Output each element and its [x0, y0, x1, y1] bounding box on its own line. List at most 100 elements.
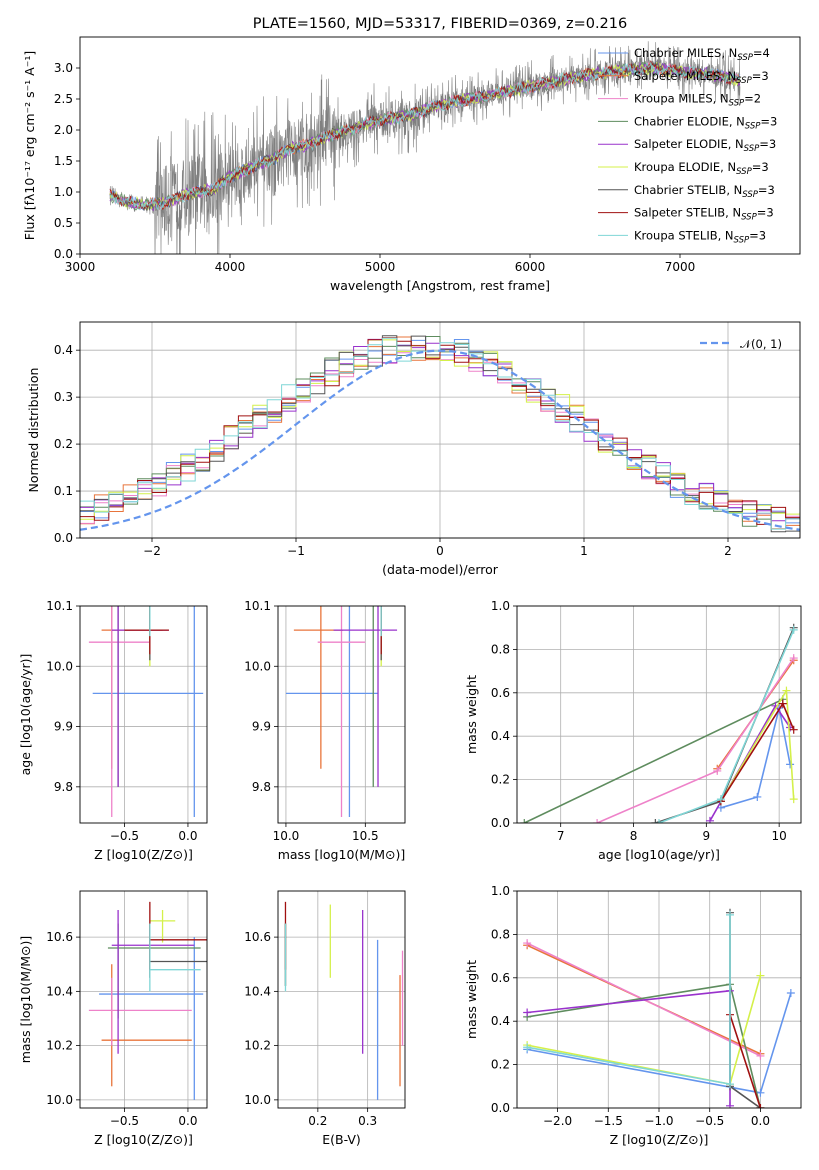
legend-label: Kroupa ELODIE, NSSP=3 — [634, 160, 769, 177]
x-tick-label: 0.0 — [178, 829, 197, 843]
x-tick-label: −1.0 — [644, 1114, 673, 1128]
mass-vs-metallicity-panel: −0.5 0.0 10.0 10.2 10.4 10.6 Z [log10(Z/Z⊙)] ma… — [18, 890, 208, 1147]
y-tick-label: 0.1 — [54, 484, 73, 498]
x-tick-label: 0 — [436, 544, 444, 558]
y-tick-label: 0.2 — [54, 437, 73, 451]
y-tick-label: 0.4 — [491, 1014, 510, 1028]
y-tick-label: 10.0 — [46, 659, 73, 673]
plot-area — [109, 41, 741, 254]
legend-label: Chabrier ELODIE, NSSP=3 — [634, 114, 777, 131]
y-tick-label: 0.0 — [491, 1101, 510, 1115]
legend-label: Chabrier STELIB, NSSP=3 — [634, 183, 775, 200]
weight-marker — [756, 971, 765, 980]
y-tick-label: 0.2 — [491, 1058, 510, 1072]
weight-vs-metallicity-panel: −2.0 −1.5 −1.0 −0.5 0.0 0.0 0.2 0.4 0.6 0.8 1.0 Z [… — [464, 884, 802, 1147]
legend-label: Salpeter STELIB, NSSP=3 — [634, 206, 774, 223]
spectrum-panel: 3000 4000 5000 6000 7000 0.0 0.5 1.0 1.5 2.0 2.5 3.… — [22, 36, 801, 293]
y-tick-label: 0.0 — [491, 816, 510, 830]
axes-frame — [79, 321, 801, 539]
x-tick-label: 0.0 — [751, 1114, 770, 1128]
y-tick-label: 9.8 — [54, 780, 73, 794]
x-tick-label: 7000 — [665, 260, 696, 274]
y-tick-label: 0.0 — [54, 531, 73, 545]
y-tick-label: 0.3 — [54, 390, 73, 404]
x-tick-label: 10 — [772, 829, 787, 843]
axes-frame — [277, 605, 406, 824]
weight-marker — [523, 939, 532, 948]
y-tick-label: 0.6 — [491, 971, 510, 985]
x-tick-label: −2.0 — [543, 1114, 572, 1128]
x-tick-label: 10.0 — [273, 829, 300, 843]
model-spectrum — [109, 61, 741, 212]
x-tick-label: 8 — [630, 829, 638, 843]
mass-vs-ebv-panel: 0.2 0.3 10.0 10.2 10.4 10.6 E(B-V) — [244, 890, 406, 1147]
weight-marker — [523, 1043, 532, 1052]
y-tick-label: 0.5 — [54, 216, 73, 230]
y-tick-label: 1.0 — [54, 185, 73, 199]
y-tick-label: 10.4 — [244, 984, 271, 998]
weight-line — [720, 701, 795, 802]
y-tick-label: 10.0 — [46, 1093, 73, 1107]
y-tick-label: 9.8 — [252, 780, 271, 794]
y-tick-label: 10.0 — [244, 1093, 271, 1107]
plot-area — [88, 606, 204, 817]
weight-marker — [520, 819, 529, 823]
weight-marker — [523, 1008, 532, 1017]
weight-line — [720, 707, 791, 809]
age-vs-mass-panel: 10.0 10.5 9.8 9.9 10.0 10.1 mass [log10(M/M⊙)] — [244, 599, 406, 862]
y-tick-label: 0.4 — [54, 343, 73, 357]
x-tick-label: −1 — [287, 544, 305, 558]
y-tick-label: 10.6 — [244, 930, 271, 944]
weight-marker — [786, 760, 795, 769]
weight-marker — [756, 1051, 765, 1060]
x-tick-label: 1 — [580, 544, 588, 558]
weight-marker — [782, 686, 791, 695]
y-tick-label: 10.0 — [244, 659, 271, 673]
y-tick-label: 10.2 — [244, 1039, 271, 1053]
plot-area — [80, 335, 800, 538]
weight-marker — [726, 1101, 734, 1108]
reference-legend-label: 𝒩(0, 1) — [740, 337, 782, 351]
residual-histogram — [80, 337, 800, 535]
weight-marker — [789, 795, 798, 804]
axes-frame — [79, 605, 208, 824]
axes-frame — [516, 605, 802, 824]
x-tick-label: 6000 — [515, 260, 546, 274]
weight-marker — [713, 766, 722, 775]
weight-marker — [789, 725, 798, 734]
y-tick-label: 10.1 — [46, 599, 73, 613]
weight-line — [523, 698, 784, 823]
x-tick-label: 7 — [557, 829, 565, 843]
weight-marker — [651, 819, 660, 823]
weight-marker — [726, 910, 734, 919]
plot-area — [284, 901, 404, 1100]
weight-line — [729, 912, 761, 1108]
weight-line — [729, 1014, 762, 1108]
axes-frame — [79, 36, 801, 255]
x-tick-label: 2 — [724, 544, 732, 558]
y-tick-label: 0.4 — [491, 729, 510, 743]
weight-line — [655, 627, 795, 823]
weight-line — [526, 983, 762, 1108]
weight-marker — [593, 819, 602, 823]
x-tick-label: −1.5 — [594, 1114, 623, 1128]
y-tick-label: 9.9 — [252, 720, 271, 734]
y-tick-label: 2.5 — [54, 92, 73, 106]
plot-area — [523, 908, 795, 1108]
y-tick-label: 1.0 — [491, 884, 510, 898]
y-tick-label: 10.4 — [46, 984, 73, 998]
y-tick-label: 10.6 — [46, 930, 73, 944]
weight-marker — [753, 792, 762, 801]
x-tick-label: −0.5 — [695, 1114, 724, 1128]
y-tick-label: 10.2 — [46, 1039, 73, 1053]
weight-marker — [778, 699, 787, 708]
axes-frame — [516, 890, 802, 1109]
y-axis-label: Normed distribution — [26, 368, 41, 493]
x-axis-label: Z [log10(Z/Z⊙)] — [94, 1132, 193, 1147]
plot-area — [88, 901, 207, 1100]
plot-area — [520, 623, 798, 823]
y-tick-label: 0.6 — [491, 686, 510, 700]
legend-label: Kroupa MILES, NSSP=2 — [634, 92, 761, 109]
x-tick-label: −0.5 — [110, 829, 139, 843]
